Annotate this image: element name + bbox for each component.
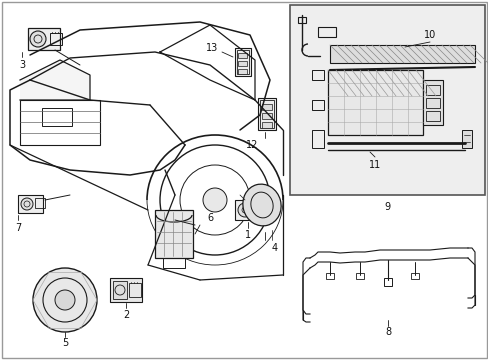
Bar bbox=[289, 5, 484, 195]
Bar bbox=[163, 258, 184, 268]
Bar bbox=[18, 195, 43, 213]
Circle shape bbox=[55, 290, 75, 310]
Text: 4: 4 bbox=[271, 243, 278, 253]
Text: 3: 3 bbox=[19, 60, 25, 70]
Bar bbox=[237, 50, 248, 74]
Bar bbox=[28, 28, 60, 50]
Bar bbox=[262, 122, 271, 128]
Bar bbox=[410, 273, 418, 279]
Bar bbox=[425, 111, 439, 121]
Bar bbox=[129, 283, 141, 297]
Bar bbox=[238, 61, 246, 66]
Ellipse shape bbox=[243, 184, 281, 226]
Text: 5: 5 bbox=[62, 338, 68, 348]
Bar bbox=[42, 108, 72, 126]
Bar bbox=[50, 33, 62, 45]
Bar bbox=[311, 70, 324, 80]
Bar bbox=[425, 85, 439, 95]
Circle shape bbox=[30, 31, 46, 47]
Bar bbox=[235, 200, 263, 220]
Bar bbox=[425, 98, 439, 108]
Bar bbox=[355, 273, 363, 279]
Text: 12: 12 bbox=[245, 140, 258, 150]
Bar bbox=[155, 210, 193, 258]
Text: 9: 9 bbox=[383, 202, 389, 212]
Bar bbox=[461, 130, 471, 148]
Text: 1: 1 bbox=[244, 230, 250, 240]
Polygon shape bbox=[20, 60, 90, 100]
Circle shape bbox=[33, 268, 97, 332]
Bar bbox=[325, 273, 333, 279]
Bar bbox=[113, 281, 127, 299]
Bar bbox=[35, 198, 45, 208]
Bar bbox=[258, 98, 275, 130]
Bar bbox=[422, 80, 442, 125]
Bar bbox=[262, 104, 271, 110]
Circle shape bbox=[203, 188, 226, 212]
Bar bbox=[110, 278, 142, 302]
Bar bbox=[253, 204, 264, 214]
Bar bbox=[297, 17, 305, 23]
Bar bbox=[383, 278, 391, 286]
Text: 11: 11 bbox=[368, 160, 380, 170]
Text: 13: 13 bbox=[205, 43, 218, 53]
Text: 2: 2 bbox=[122, 310, 129, 320]
Text: 8: 8 bbox=[384, 327, 390, 337]
Text: 10: 10 bbox=[423, 30, 435, 40]
Text: 6: 6 bbox=[206, 213, 213, 223]
Bar bbox=[238, 69, 246, 74]
Bar bbox=[20, 100, 100, 145]
Circle shape bbox=[238, 203, 251, 217]
Text: 7: 7 bbox=[15, 223, 21, 233]
Bar bbox=[311, 100, 324, 110]
Bar bbox=[238, 53, 246, 58]
Bar bbox=[329, 45, 474, 63]
Bar bbox=[260, 100, 273, 128]
Circle shape bbox=[21, 198, 33, 210]
Bar bbox=[235, 48, 250, 76]
Bar bbox=[311, 130, 324, 148]
Bar bbox=[327, 70, 422, 135]
Bar bbox=[317, 27, 335, 37]
Bar bbox=[262, 113, 271, 119]
